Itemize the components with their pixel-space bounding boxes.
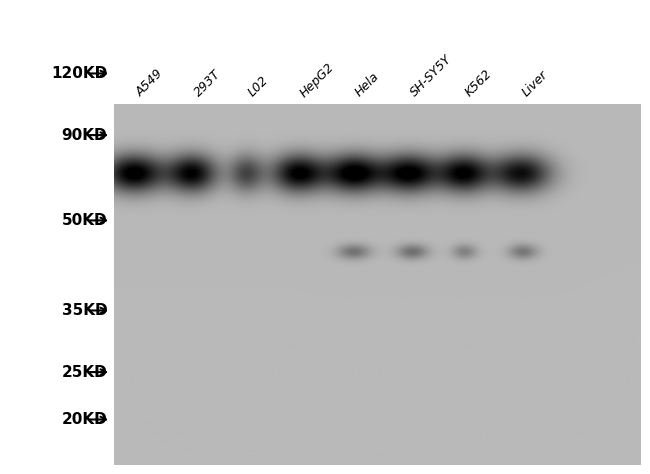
Text: K562: K562: [463, 67, 495, 100]
Text: 35KD: 35KD: [62, 303, 107, 318]
Text: SH-SY5Y: SH-SY5Y: [408, 53, 455, 100]
Text: Hela: Hela: [353, 70, 382, 100]
Text: Liver: Liver: [520, 69, 551, 100]
Text: 120KD: 120KD: [51, 66, 107, 81]
Text: 50KD: 50KD: [62, 213, 107, 228]
Text: A549: A549: [133, 67, 165, 100]
Text: HepG2: HepG2: [298, 60, 337, 100]
Text: 90KD: 90KD: [62, 128, 107, 143]
Text: L02: L02: [246, 74, 271, 100]
Text: 293T: 293T: [192, 68, 224, 100]
Text: 20KD: 20KD: [62, 412, 107, 427]
Text: 25KD: 25KD: [62, 365, 107, 380]
